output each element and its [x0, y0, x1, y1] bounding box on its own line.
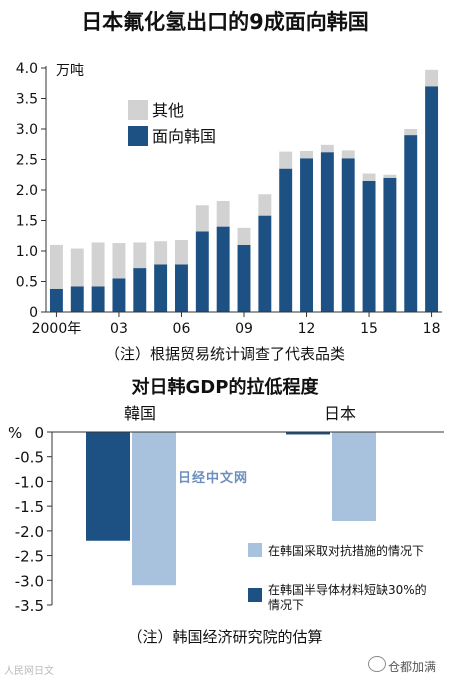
legend-swatch	[128, 100, 148, 120]
bar-other	[383, 174, 397, 178]
y-tick-label: -1.0	[15, 473, 44, 491]
bar-other	[216, 200, 230, 227]
bar-other	[91, 242, 105, 287]
bar-korea	[425, 86, 439, 312]
chart-2-title: 对日韩GDP的拉低程度	[131, 377, 319, 398]
wechat-icon	[368, 656, 386, 672]
bar-other	[237, 227, 251, 245]
bar-korea	[112, 278, 126, 312]
y-tick-label: -0.5	[15, 449, 44, 467]
bar-korea	[279, 168, 293, 312]
bar-other	[70, 248, 84, 287]
legend-swatch	[248, 588, 262, 602]
legend-label: 其他	[152, 101, 184, 120]
bar-other	[404, 129, 418, 136]
bar-other	[112, 243, 126, 279]
category-label: 韓国	[124, 404, 156, 423]
bar-korea	[341, 158, 355, 312]
bar-countermeasure	[132, 432, 176, 586]
legend-label: 在韩国半导体材料短缺30%的情况下	[268, 582, 427, 612]
bar-other	[279, 151, 293, 169]
y-tick-label: -3.0	[15, 572, 44, 590]
bar-korea	[258, 215, 272, 312]
x-tick-label: 12	[298, 321, 316, 337]
chart-2-note: （注）韩国经济研究院的估算	[127, 628, 323, 646]
y-tick-label: 1.0	[16, 244, 38, 260]
bar-korea	[216, 226, 230, 312]
y-tick-label: 1.5	[16, 214, 38, 230]
watermark-bottom-left: 人民网日文	[4, 666, 54, 677]
y-tick-label: 3.5	[16, 92, 38, 108]
bar-korea	[91, 286, 105, 312]
bar-other	[49, 244, 63, 289]
y-tick-label: 0.5	[16, 275, 38, 291]
y-tick-label: 2.5	[16, 153, 38, 169]
y-tick-label: 0	[34, 424, 44, 442]
legend-swatch	[128, 126, 148, 146]
y-tick-label: 4.0	[16, 61, 38, 77]
x-tick-label: 09	[235, 321, 253, 337]
bar-other	[425, 69, 439, 87]
category-label: 日本	[324, 404, 356, 423]
y-tick-label: -1.5	[15, 498, 44, 516]
y-tick-label: -2.5	[15, 548, 44, 566]
bar-other	[362, 173, 376, 181]
bar-korea	[237, 244, 251, 312]
y-tick-label: -3.5	[15, 597, 44, 615]
bar-korea	[154, 264, 168, 312]
legend-label: 在韩国采取对抗措施的情况下	[268, 543, 424, 558]
bar-other	[154, 241, 168, 265]
watermark-bottom-right: 仓都加满	[388, 660, 437, 674]
y-tick-label: -2.0	[15, 523, 44, 541]
bar-other	[300, 150, 313, 159]
x-tick-label: 15	[360, 321, 378, 337]
bar-other	[258, 194, 272, 216]
bar-other	[195, 205, 209, 232]
legend-label: 面向韩国	[152, 127, 216, 146]
x-tick-label: 2000年	[32, 321, 82, 337]
bar-shortage	[286, 432, 330, 435]
bar-korea	[175, 264, 188, 312]
bar-other	[133, 242, 147, 269]
unit-label: 万吨	[56, 63, 84, 79]
bar-other	[320, 144, 334, 153]
unit-label: %	[8, 424, 22, 442]
watermark-stamp: 日经中文网	[178, 471, 249, 486]
bar-korea	[383, 177, 397, 312]
bar-korea	[300, 158, 313, 312]
bar-countermeasure	[332, 432, 376, 521]
bar-shortage	[86, 432, 130, 541]
legend-swatch	[248, 543, 262, 557]
x-tick-label: 06	[173, 321, 191, 337]
y-tick-label: 3.0	[16, 122, 38, 138]
x-tick-label: 18	[423, 321, 441, 337]
bar-other	[175, 240, 188, 265]
y-tick-label: 2.0	[16, 183, 38, 199]
bar-other	[341, 150, 355, 159]
bar-korea	[70, 286, 84, 312]
x-tick-label: 03	[110, 321, 128, 337]
bar-korea	[49, 288, 63, 312]
bar-korea	[133, 268, 147, 312]
chart-1-note: （注）根据贸易统计调查了代表品类	[104, 345, 345, 363]
bar-korea	[362, 180, 376, 312]
bar-korea	[195, 231, 209, 312]
bar-korea	[320, 152, 334, 312]
chart-1-title: 日本氟化氢出口的9成面向韩国	[81, 10, 369, 34]
bar-korea	[404, 135, 418, 312]
y-tick-label: 0	[29, 305, 38, 321]
